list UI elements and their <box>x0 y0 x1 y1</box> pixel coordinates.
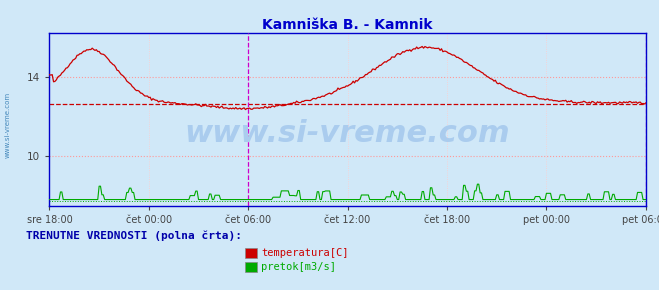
Text: www.si-vreme.com: www.si-vreme.com <box>185 119 511 148</box>
Text: www.si-vreme.com: www.si-vreme.com <box>5 92 11 158</box>
Text: TRENUTNE VREDNOSTI (polna črta):: TRENUTNE VREDNOSTI (polna črta): <box>26 231 243 241</box>
Bar <box>245 262 257 272</box>
Bar <box>245 248 257 258</box>
Title: Kamniška B. - Kamnik: Kamniška B. - Kamnik <box>262 18 433 32</box>
Text: temperatura[C]: temperatura[C] <box>261 248 349 258</box>
Text: pretok[m3/s]: pretok[m3/s] <box>261 262 336 272</box>
